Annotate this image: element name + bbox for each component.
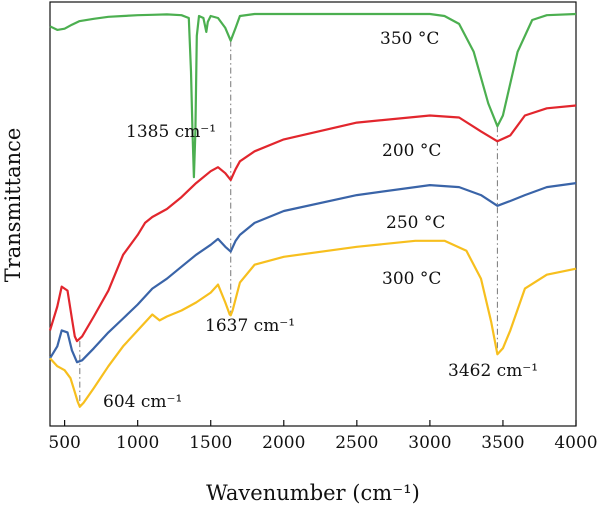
series-layer <box>48 12 577 408</box>
series-label-350: 350 °C <box>380 29 439 49</box>
series-line-1 <box>48 104 577 343</box>
series-label-200: 200 °C <box>382 141 441 161</box>
x-tick-label: 3000 <box>408 433 451 453</box>
x-tick-label: 1000 <box>116 433 159 453</box>
x-tick-label: 2000 <box>262 433 305 453</box>
annotation-1385: 1385 cm⁻¹ <box>126 122 216 142</box>
series-label-300: 300 °C <box>382 269 441 289</box>
x-axis-title: Wavenumber (cm⁻¹) <box>206 481 420 505</box>
x-tick-label: 1500 <box>189 433 232 453</box>
x-axis-ticks: 500 1000 1500 2000 2500 3000 3500 4000 <box>48 420 598 453</box>
series-line-0 <box>49 12 577 179</box>
plot-frame <box>49 1 577 427</box>
series-line-2 <box>49 182 577 364</box>
x-tick-label: 500 <box>48 433 80 453</box>
x-tick-label: 3500 <box>481 433 524 453</box>
annotation-3462: 3462 cm⁻¹ <box>448 361 538 381</box>
annotation-604: 604 cm⁻¹ <box>103 392 182 412</box>
series-label-250: 250 °C <box>386 213 445 233</box>
annotation-1637: 1637 cm⁻¹ <box>205 316 295 336</box>
x-tick-label: 4000 <box>554 433 597 453</box>
x-tick-label: 2500 <box>335 433 378 453</box>
series-line-3 <box>49 239 577 408</box>
y-axis-title: Transmittance <box>1 128 25 283</box>
